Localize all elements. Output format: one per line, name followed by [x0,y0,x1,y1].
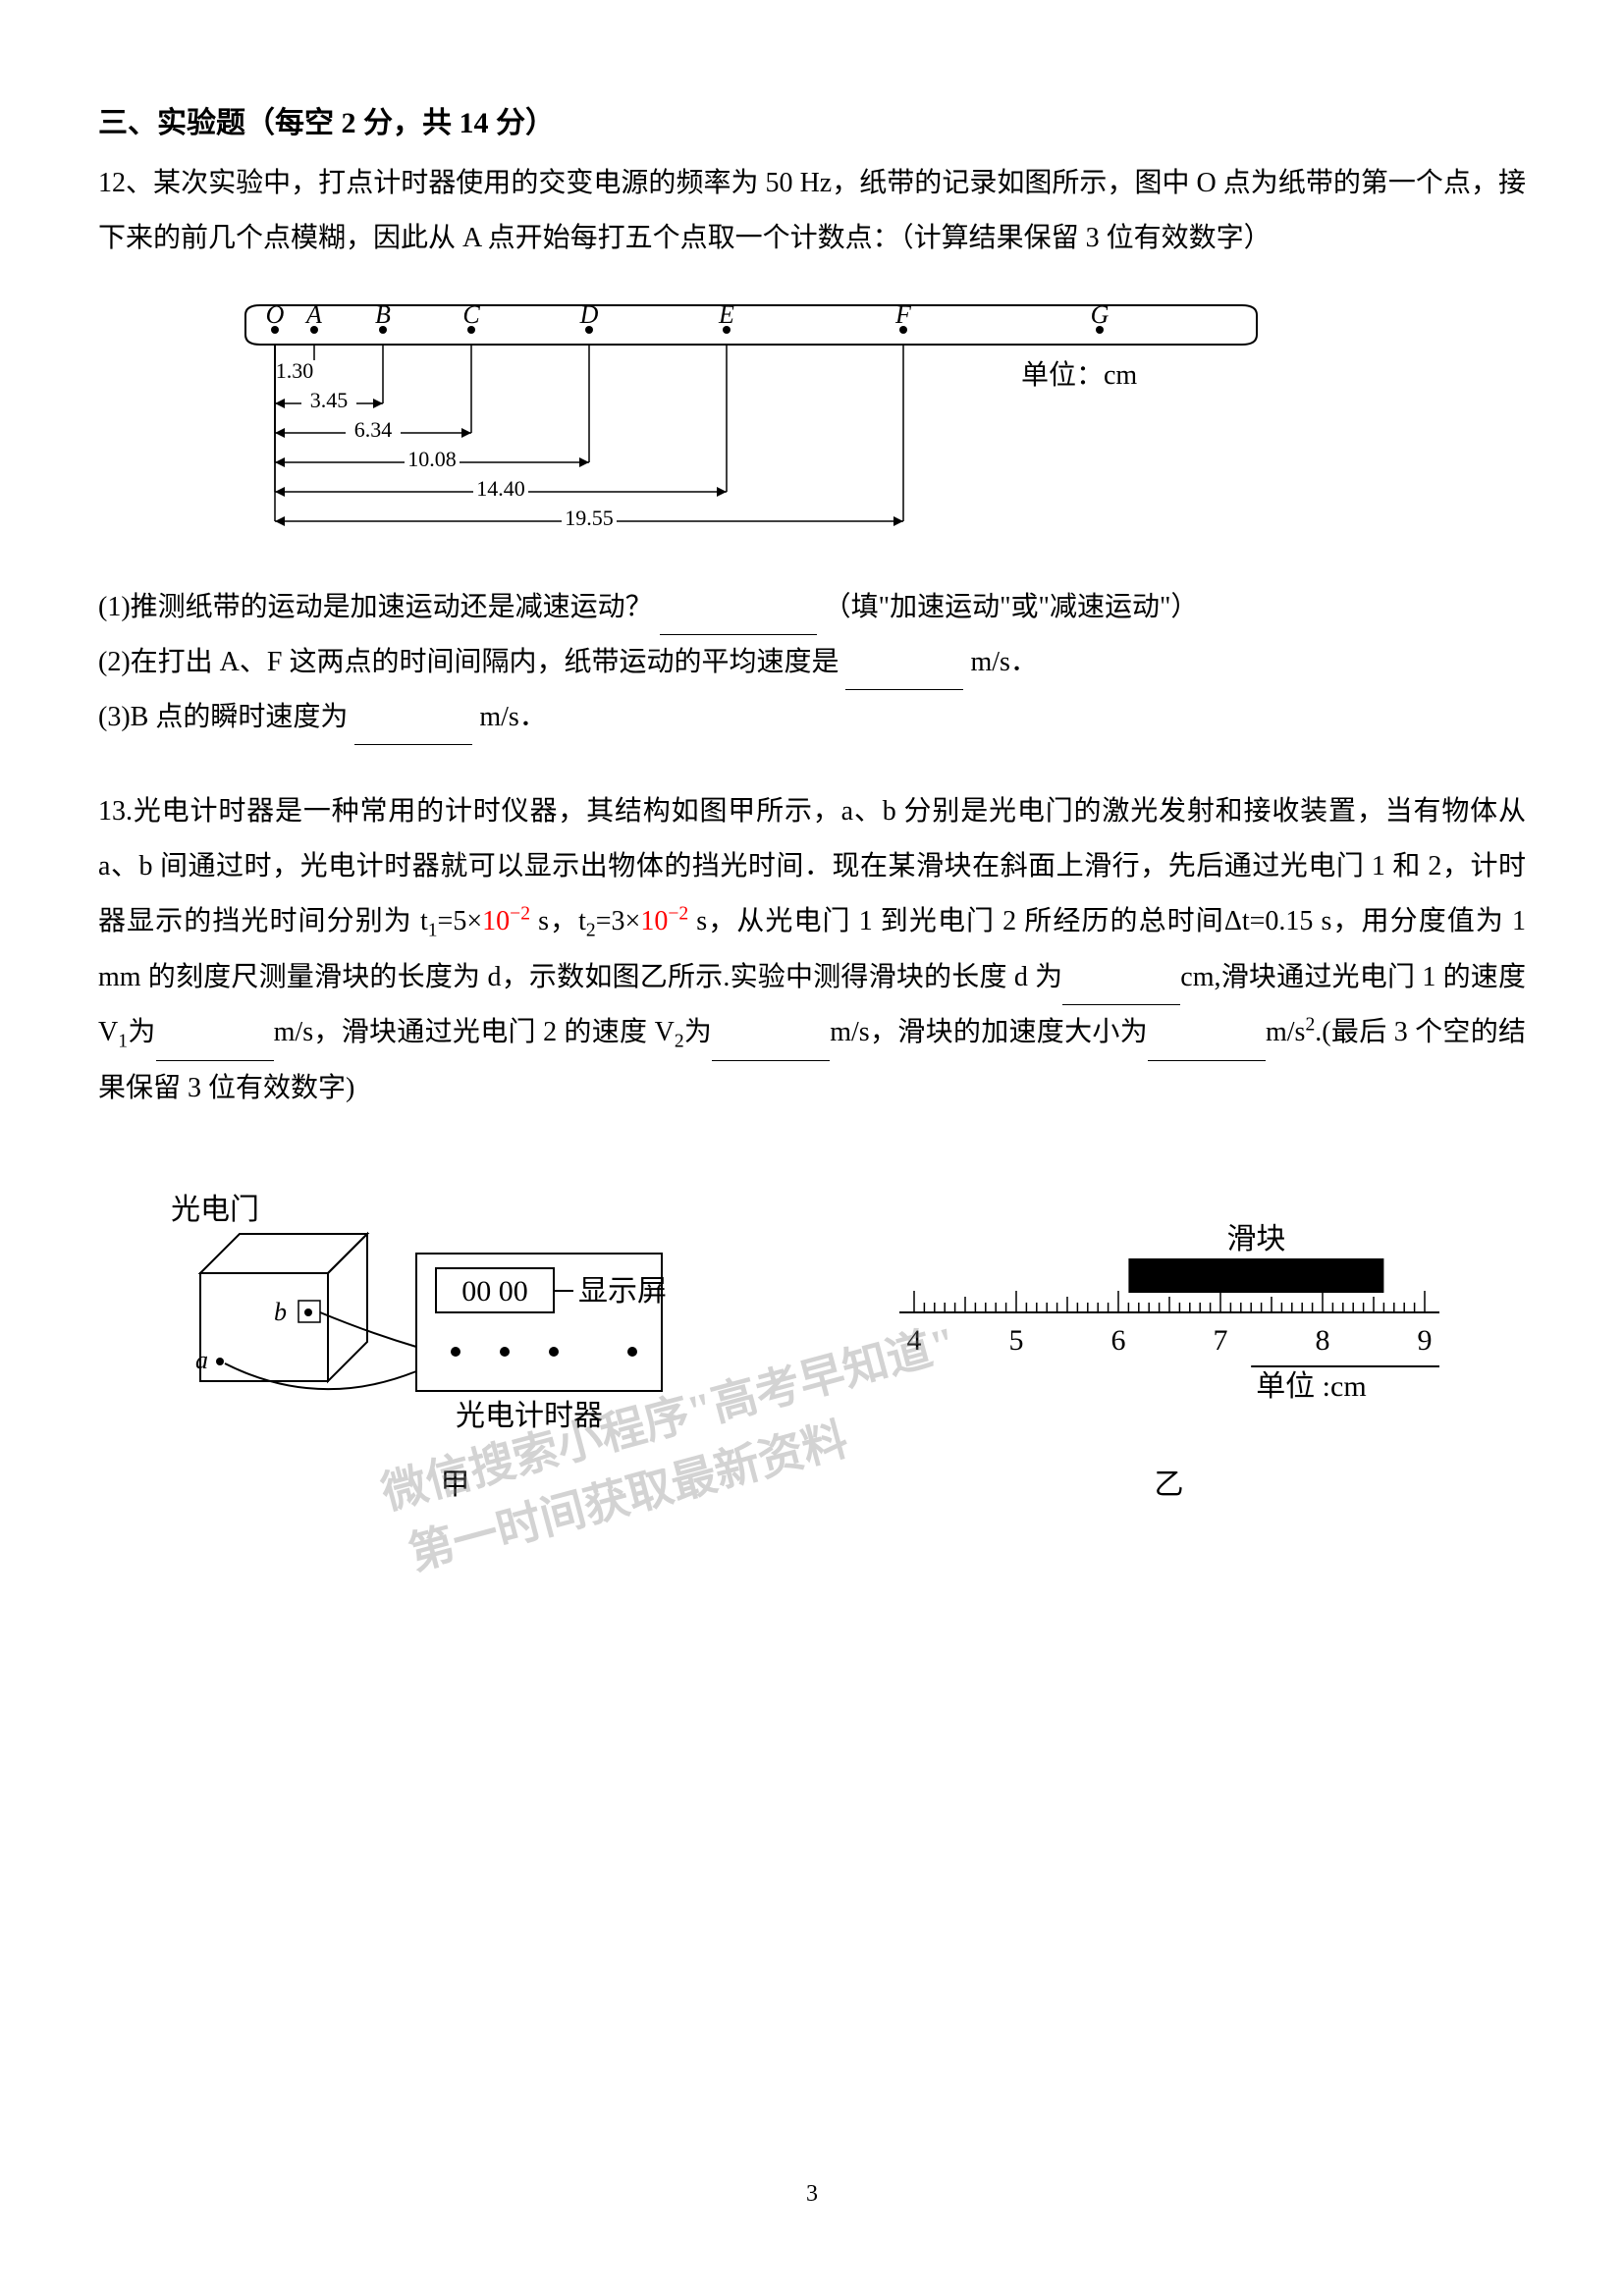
svg-text:光电计时器: 光电计时器 [456,1400,603,1430]
svg-text:E: E [718,300,734,329]
q12-part1-hint: （填"加速运动"或"减速运动"） [824,592,1199,622]
sub-1a: 1 [428,921,438,941]
svg-text:7: 7 [1213,1324,1227,1357]
q12-part2-text: (2)在打出 A、F 这两点的时间间隔内，纸带运动的平均速度是 [98,647,839,677]
blank-3[interactable] [354,712,472,745]
svg-text:B: B [375,300,391,329]
svg-text:b: b [274,1298,287,1326]
blank-1[interactable] [660,602,817,635]
q12-part1-text: (1)推测纸带的运动是加速运动还是减速运动？ [98,592,653,622]
svg-text:显示屏: 显示屏 [578,1275,667,1308]
blank-v2[interactable] [712,1028,830,1061]
svg-text:10.08: 10.08 [407,447,457,471]
q13-text-j: m/s，滑块的加速度大小为 [830,1017,1148,1047]
blank-2[interactable] [845,657,963,690]
sub-v1: 1 [118,1031,128,1051]
q12-part3: (3)B 点的瞬时速度为 m/s． [98,690,1526,745]
q13-text-i: 为 [684,1017,713,1047]
svg-text:5: 5 [1008,1324,1023,1357]
fig-yi-label: 乙 [875,1460,1464,1503]
q12-intro: 12、某次实验中，打点计时器使用的交变电源的频率为 50 Hz，纸带的记录如图所… [98,156,1526,266]
svg-text:1.30: 1.30 [276,358,314,383]
svg-text:单位 :cm: 单位 :cm [1256,1370,1367,1403]
figure-yi: 滑块 4 5 6 7 8 9 单位 :cm 乙 [875,1214,1464,1503]
svg-text:F: F [894,300,912,329]
sup-ms2: 2 [1305,1014,1315,1035]
fig-jia-label: 甲 [161,1460,750,1503]
sub-2a: 2 [586,921,596,941]
svg-text:3.45: 3.45 [310,388,349,412]
q13-text-h: m/s，滑块通过光电门 2 的速度 V [274,1017,675,1047]
svg-text:00 00: 00 00 [461,1275,528,1308]
sub-v2: 2 [675,1031,684,1051]
svg-text:19.55: 19.55 [565,506,614,530]
blank-a[interactable] [1148,1028,1266,1061]
svg-text:4: 4 [906,1324,921,1357]
blank-v1[interactable] [156,1028,274,1061]
red-exp-2: 10−2 [640,906,688,936]
q12-part2: (2)在打出 A、F 这两点的时间间隔内，纸带运动的平均速度是 m/s． [98,635,1526,690]
svg-text:光电门: 光电门 [171,1194,259,1226]
svg-text:a: a [195,1346,208,1374]
figure-jia: 光电门 a b 00 00 显示屏光电计时器 甲 [161,1175,750,1503]
q12-part1: (1)推测纸带的运动是加速运动还是减速运动？ （填"加速运动"或"减速运动"） [98,580,1526,635]
section-title: 三、实验题（每空 2 分，共 14 分） [98,98,1526,141]
red-exp-1: 10−2 [482,906,530,936]
blank-d[interactable] [1062,972,1180,1005]
q12-part2-unit: m/s． [970,647,1037,677]
q13-text-b: =5× [438,906,483,936]
svg-text:C: C [462,300,480,329]
svg-text:G: G [1091,300,1110,329]
svg-text:O: O [266,300,285,329]
q13-text-k: m/s [1266,1017,1305,1047]
q13-text: 微信搜索小程序"高考早知道" 第一时间获取最新资料 13.光电计时器是一种常用的… [98,784,1526,1116]
svg-text:6: 6 [1110,1324,1125,1357]
svg-text:6.34: 6.34 [354,417,393,442]
q12-part3-text: (3)B 点的瞬时速度为 [98,702,348,732]
svg-text:9: 9 [1417,1324,1432,1357]
q13-text-d: =3× [596,906,641,936]
svg-text:8: 8 [1315,1324,1329,1357]
page-number: 3 [806,2181,818,2208]
svg-text:14.40: 14.40 [476,476,525,501]
svg-text:D: D [579,300,599,329]
q13-text-c: s，t [530,906,586,936]
tape-diagram: OA B C D E F G 单位：cm 1.30 3.456.34 10.08 14.40 19.55 [216,295,1296,551]
q13-text-g: 为 [128,1017,156,1047]
svg-text:滑块: 滑块 [1226,1223,1285,1255]
bottom-figures: 光电门 a b 00 00 显示屏光电计时器 甲 滑块 4 5 6 7 8 9 单位 :cm 乙 [98,1175,1526,1503]
q12-part3-unit: m/s． [479,702,546,732]
svg-text:单位：cm: 单位：cm [1021,359,1137,391]
svg-text:A: A [304,300,322,329]
